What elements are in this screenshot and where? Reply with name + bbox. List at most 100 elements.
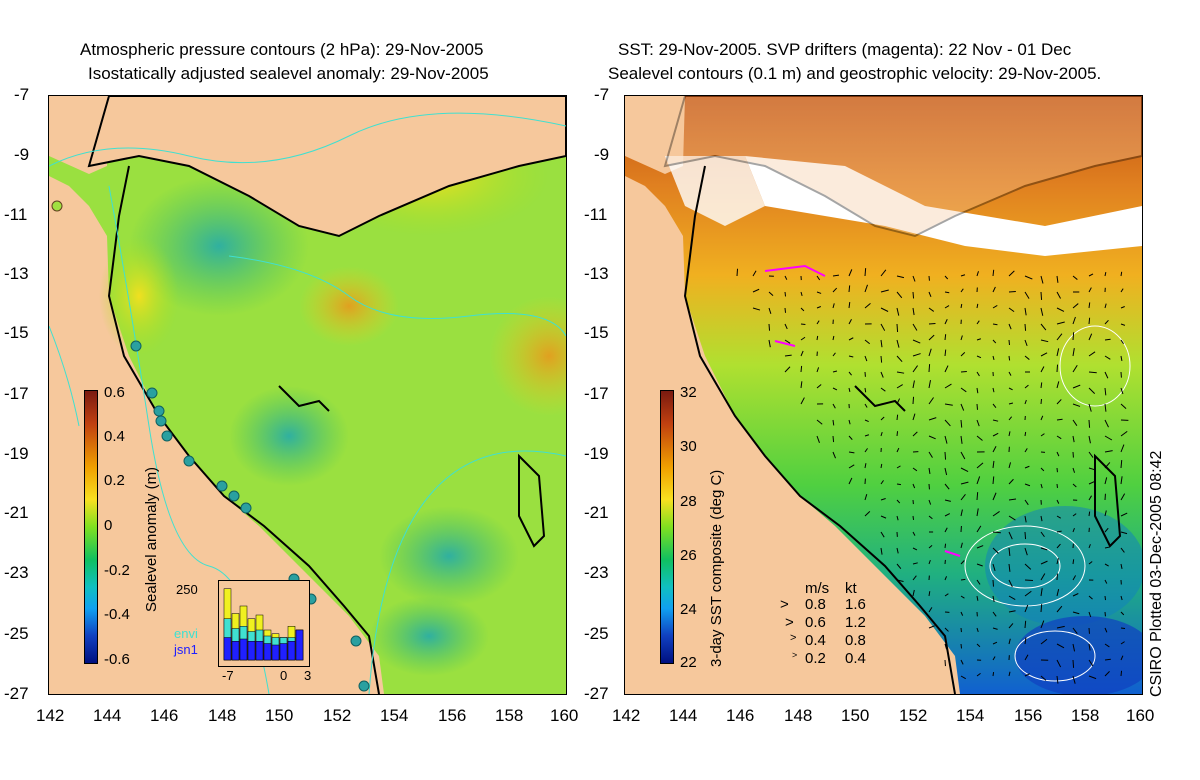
histogram-x-tick: -7 [222,668,234,683]
velocity-arrow [832,403,836,409]
velocity-arrow [960,419,963,428]
velocity-arrow [1024,323,1027,331]
velocity-arrow [848,285,851,293]
velocity-arrow [1120,460,1123,469]
velocity-arrow [992,355,995,361]
velocity-arrow [1120,444,1125,453]
velocity-arrow [1088,467,1096,471]
velocity-arrow [864,355,868,362]
velocity-arrow [928,499,932,505]
velocity-row-ms: 0.2 [805,650,826,667]
velocity-arrow [928,515,933,520]
velocity-arrow [1104,510,1107,517]
velocity-arrow [1024,483,1031,487]
velocity-arrow [960,451,966,460]
velocity-arrow [928,435,936,440]
velocity-arrow [1120,403,1127,410]
right-x-tick: 160 [1126,706,1155,725]
velocity-arrow [1104,319,1109,325]
velocity-arrow [944,291,950,294]
velocity-arrow [976,303,979,309]
velocity-arrow [1008,563,1011,572]
velocity-arrow [1120,339,1124,345]
velocity-arrow [1120,387,1124,395]
velocity-arrow [1088,675,1097,680]
velocity-arrow [880,339,883,348]
velocity-arrow [1088,387,1096,394]
velocity-arrow [992,269,995,277]
velocity-arrow [1056,348,1060,357]
velocity-arrow [896,339,900,348]
velocity-arrow [1072,303,1079,309]
velocity-arrow [1008,595,1016,601]
velocity-arrow [1120,306,1125,309]
velocity-arrow [960,560,965,565]
right-x-tick: 144 [669,706,698,725]
velocity-arrow [1024,448,1028,453]
velocity-arrow [976,387,979,394]
velocity-arrow [1072,275,1078,280]
velocity-arrow [752,288,760,293]
velocity-arrow [1024,431,1027,437]
velocity-arrow [912,275,916,282]
sealevel-colorbar-label: Sealevel anomaly (m) [143,466,160,612]
velocity-arrow [1056,399,1062,405]
velocity-arrow [1040,483,1043,489]
velocity-arrow-icon: > [792,650,798,660]
velocity-arrow [1024,355,1030,360]
histogram-bar [255,641,264,661]
histogram-bar [263,643,272,661]
velocity-arrow [1056,605,1063,613]
velocity-arrow [1024,590,1032,597]
velocity-arrow [1088,419,1091,428]
velocity-arrow [864,339,870,345]
velocity-arrow [976,627,979,633]
velocity-arrow [1120,476,1123,485]
right-y-tick: -17 [584,384,609,403]
velocity-arrow [1120,641,1125,645]
velocity-arrow [1008,623,1014,629]
velocity-arrow [816,306,821,309]
velocity-arrow [1104,355,1111,360]
velocity-arrow [976,563,983,567]
velocity-arrow [1008,462,1012,469]
velocity-arrow [1024,563,1032,570]
velocity-arrow [1008,498,1017,501]
right-x-tick: 156 [1014,706,1043,725]
velocity-arrow [864,302,871,309]
velocity-arrow [896,515,899,521]
velocity-arrow [1008,270,1015,277]
sealevel-colorbar [84,390,98,664]
left-x-tick: 154 [380,706,409,725]
velocity-arrow [1072,332,1075,341]
velocity-arrow [928,397,934,405]
right-y-tick: -7 [594,85,610,104]
velocity-arrow [800,336,806,341]
velocity-arrow [1024,531,1027,540]
histogram-bar [295,629,304,661]
velocity-arrow [768,323,771,331]
velocity-arrow [1104,527,1109,533]
velocity-arrow [816,367,820,373]
velocity-arrow [1120,493,1126,501]
velocity-arrow [880,269,887,277]
histogram-legend-jsn1: jsn1 [174,642,198,657]
velocity-arrow [1056,515,1061,519]
histogram-graphic [223,588,304,661]
sst-colorbar-label: 3-day SST composite (deg C) [708,469,725,667]
right-x-tick: 154 [956,706,985,725]
velocity-arrow [1120,512,1128,517]
velocity-arrow [944,435,948,444]
velocity-arrow [928,545,933,549]
velocity-arrow [1104,303,1107,309]
velocity-arrow [832,274,840,277]
velocity-arrow [1072,384,1081,389]
velocity-arrow [960,481,969,485]
velocity-arrow [848,435,853,440]
velocity-arrow [784,275,788,280]
velocity-arrow [896,384,903,389]
velocity-arrow [1024,307,1027,316]
velocity-arrow [1040,275,1044,284]
colorbar-tick: 0.2 [104,472,125,489]
velocity-arrow [976,643,981,648]
